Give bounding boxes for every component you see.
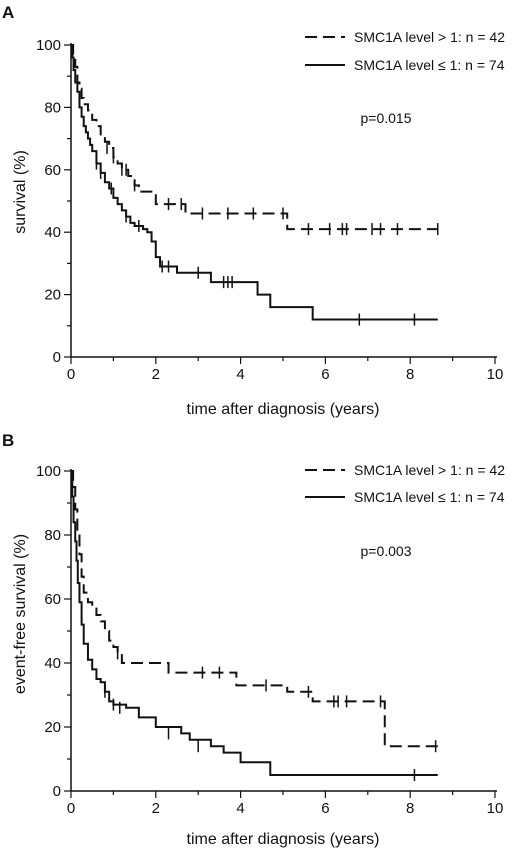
p-value-annotation: p=0.015: [361, 110, 412, 126]
x-tick-label: 2: [152, 800, 160, 817]
y-tick-label: 40: [44, 655, 61, 672]
plot-area: 0 20 40 60 80 100 0 2 4 6 8 10: [36, 463, 503, 817]
y-tick-label: 20: [44, 287, 61, 304]
y-axis-title: survival (%): [12, 150, 29, 234]
y-axis-title: event-free survival (%): [12, 534, 29, 694]
legend: SMC1A level > 1: n = 42 SMC1A level ≤ 1:…: [305, 29, 505, 73]
survival-curve-dashed: [71, 470, 438, 748]
x-tick-label: 0: [67, 800, 75, 817]
x-tick-label: 0: [67, 366, 75, 383]
x-tick-label: 10: [487, 366, 504, 383]
panel-label: B: [2, 431, 14, 450]
x-tick-label: 8: [406, 800, 414, 817]
legend-label: SMC1A level ≤ 1: n = 74: [354, 57, 505, 73]
panel-label: A: [2, 3, 14, 22]
y-tick-label: 100: [36, 37, 61, 54]
y-tick-label: 100: [36, 463, 61, 480]
y-tick-label: 60: [44, 591, 61, 608]
y-tick-label: 20: [44, 719, 61, 736]
event-free-survival-chart-panel-b: B event-free survival (%) time after dia…: [2, 431, 505, 848]
survival-chart-panel-a: A survival (%) time after diagnosis (yea…: [2, 3, 505, 418]
survival-curve-dashed: [71, 44, 438, 231]
x-tick-label: 6: [321, 366, 329, 383]
legend-label: SMC1A level > 1: n = 42: [354, 462, 505, 478]
y-tick-label: 60: [44, 162, 61, 179]
survival-curve-solid: [71, 44, 438, 321]
y-tick-label: 0: [53, 349, 61, 366]
x-tick-label: 10: [487, 800, 504, 817]
y-tick-label: 40: [44, 224, 61, 241]
legend: SMC1A level > 1: n = 42 SMC1A level ≤ 1:…: [305, 462, 505, 505]
x-axis-title: time after diagnosis (years): [187, 831, 380, 848]
x-tick-label: 4: [236, 366, 244, 383]
legend-label: SMC1A level ≤ 1: n = 74: [354, 489, 505, 505]
x-tick-label: 6: [321, 800, 329, 817]
plot-area: 0 20 40 60 80 100 0 2 4 6 8 10: [36, 37, 503, 383]
x-tick-label: 2: [152, 366, 160, 383]
x-tick-label: 4: [236, 800, 244, 817]
x-axis-title: time after diagnosis (years): [187, 401, 380, 418]
survival-curve-solid: [71, 470, 438, 776]
y-tick-label: 80: [44, 527, 61, 544]
x-tick-label: 8: [406, 366, 414, 383]
legend-label: SMC1A level > 1: n = 42: [354, 29, 505, 45]
y-tick-label: 80: [44, 99, 61, 116]
p-value-annotation: p=0.003: [361, 543, 412, 559]
y-tick-label: 0: [53, 783, 61, 800]
